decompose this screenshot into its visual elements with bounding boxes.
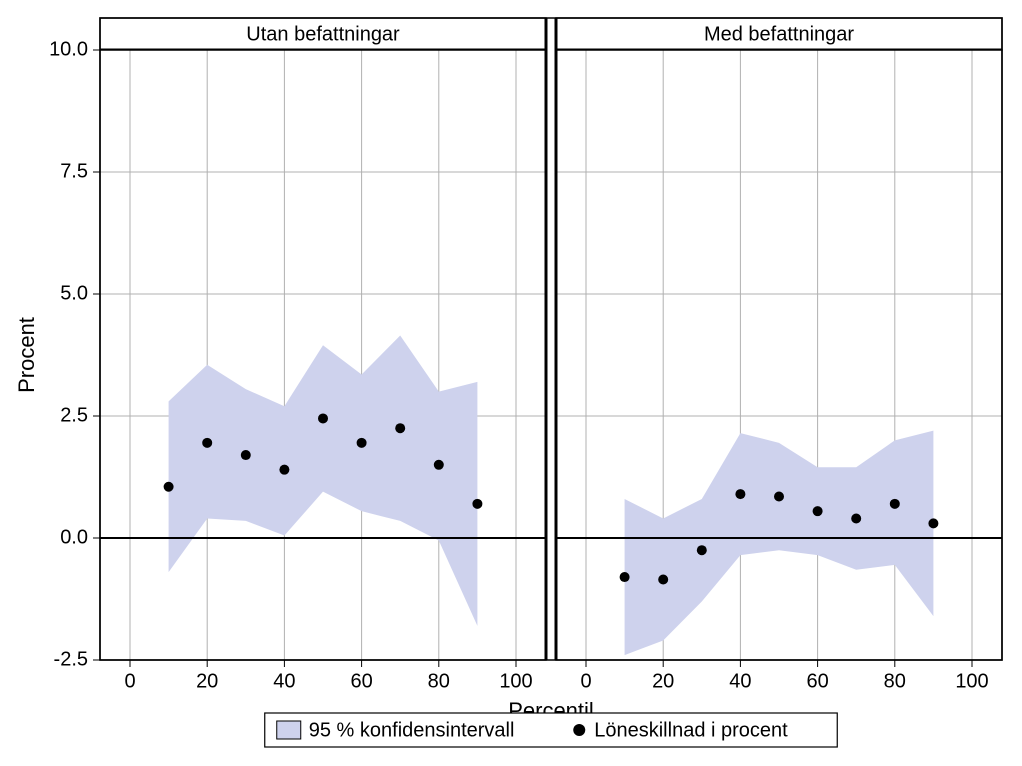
x-tick-label: 0 — [124, 670, 135, 692]
x-tick-label: 100 — [955, 670, 988, 692]
legend: 95 % konfidensintervall Löneskillnad i pr… — [265, 713, 838, 747]
data-point — [774, 492, 784, 502]
data-point — [395, 423, 405, 433]
x-tick-label: 80 — [884, 670, 906, 692]
data-point — [279, 465, 289, 475]
data-point — [890, 499, 900, 509]
x-tick-label: 20 — [652, 670, 674, 692]
data-point — [241, 450, 251, 460]
y-axis-label: Procent — [14, 317, 39, 393]
data-point — [318, 413, 328, 423]
data-point — [697, 545, 707, 555]
data-point — [620, 572, 630, 582]
data-point — [851, 513, 861, 523]
legend-ci-label: 95 % konfidensintervall — [309, 719, 515, 741]
y-tick-label: -2.5 — [54, 648, 88, 670]
x-tick-label: 40 — [273, 670, 295, 692]
y-tick-label: 7.5 — [60, 160, 88, 182]
chart-svg: Procent -2.5 0.0 2.5 5.0 7.5 10.0 Utan befattni… — [0, 0, 1022, 766]
x-tick-label: 0 — [580, 670, 591, 692]
panel-0: Utan befattningar 0 20 40 60 80 100 — [100, 18, 546, 692]
y-tick-label: 10.0 — [49, 38, 88, 60]
panel-title: Utan befattningar — [246, 23, 400, 45]
data-point — [735, 489, 745, 499]
chart-container: Procent -2.5 0.0 2.5 5.0 7.5 10.0 Utan befattni… — [0, 0, 1022, 766]
panel-title: Med befattningar — [704, 23, 854, 45]
x-tick-label: 60 — [350, 670, 372, 692]
data-point — [202, 438, 212, 448]
data-point — [813, 506, 823, 516]
data-point — [658, 574, 668, 584]
data-point — [357, 438, 367, 448]
y-tick-label: 2.5 — [60, 404, 88, 426]
x-tick-label: 100 — [499, 670, 532, 692]
data-point — [164, 482, 174, 492]
y-tick-label: 0.0 — [60, 526, 88, 548]
x-tick-label: 60 — [806, 670, 828, 692]
data-point — [928, 518, 938, 528]
data-point — [472, 499, 482, 509]
data-point — [434, 460, 444, 470]
panel-1: Med befattningar 0 20 40 60 80 100 — [556, 18, 1002, 692]
x-tick-label: 80 — [428, 670, 450, 692]
legend-swatch-ci — [277, 721, 301, 739]
x-tick-label: 40 — [729, 670, 751, 692]
x-tick-label: 20 — [196, 670, 218, 692]
y-tick-label: 5.0 — [60, 282, 88, 304]
legend-swatch-point — [573, 724, 585, 736]
legend-point-label: Löneskillnad i procent — [594, 719, 788, 741]
